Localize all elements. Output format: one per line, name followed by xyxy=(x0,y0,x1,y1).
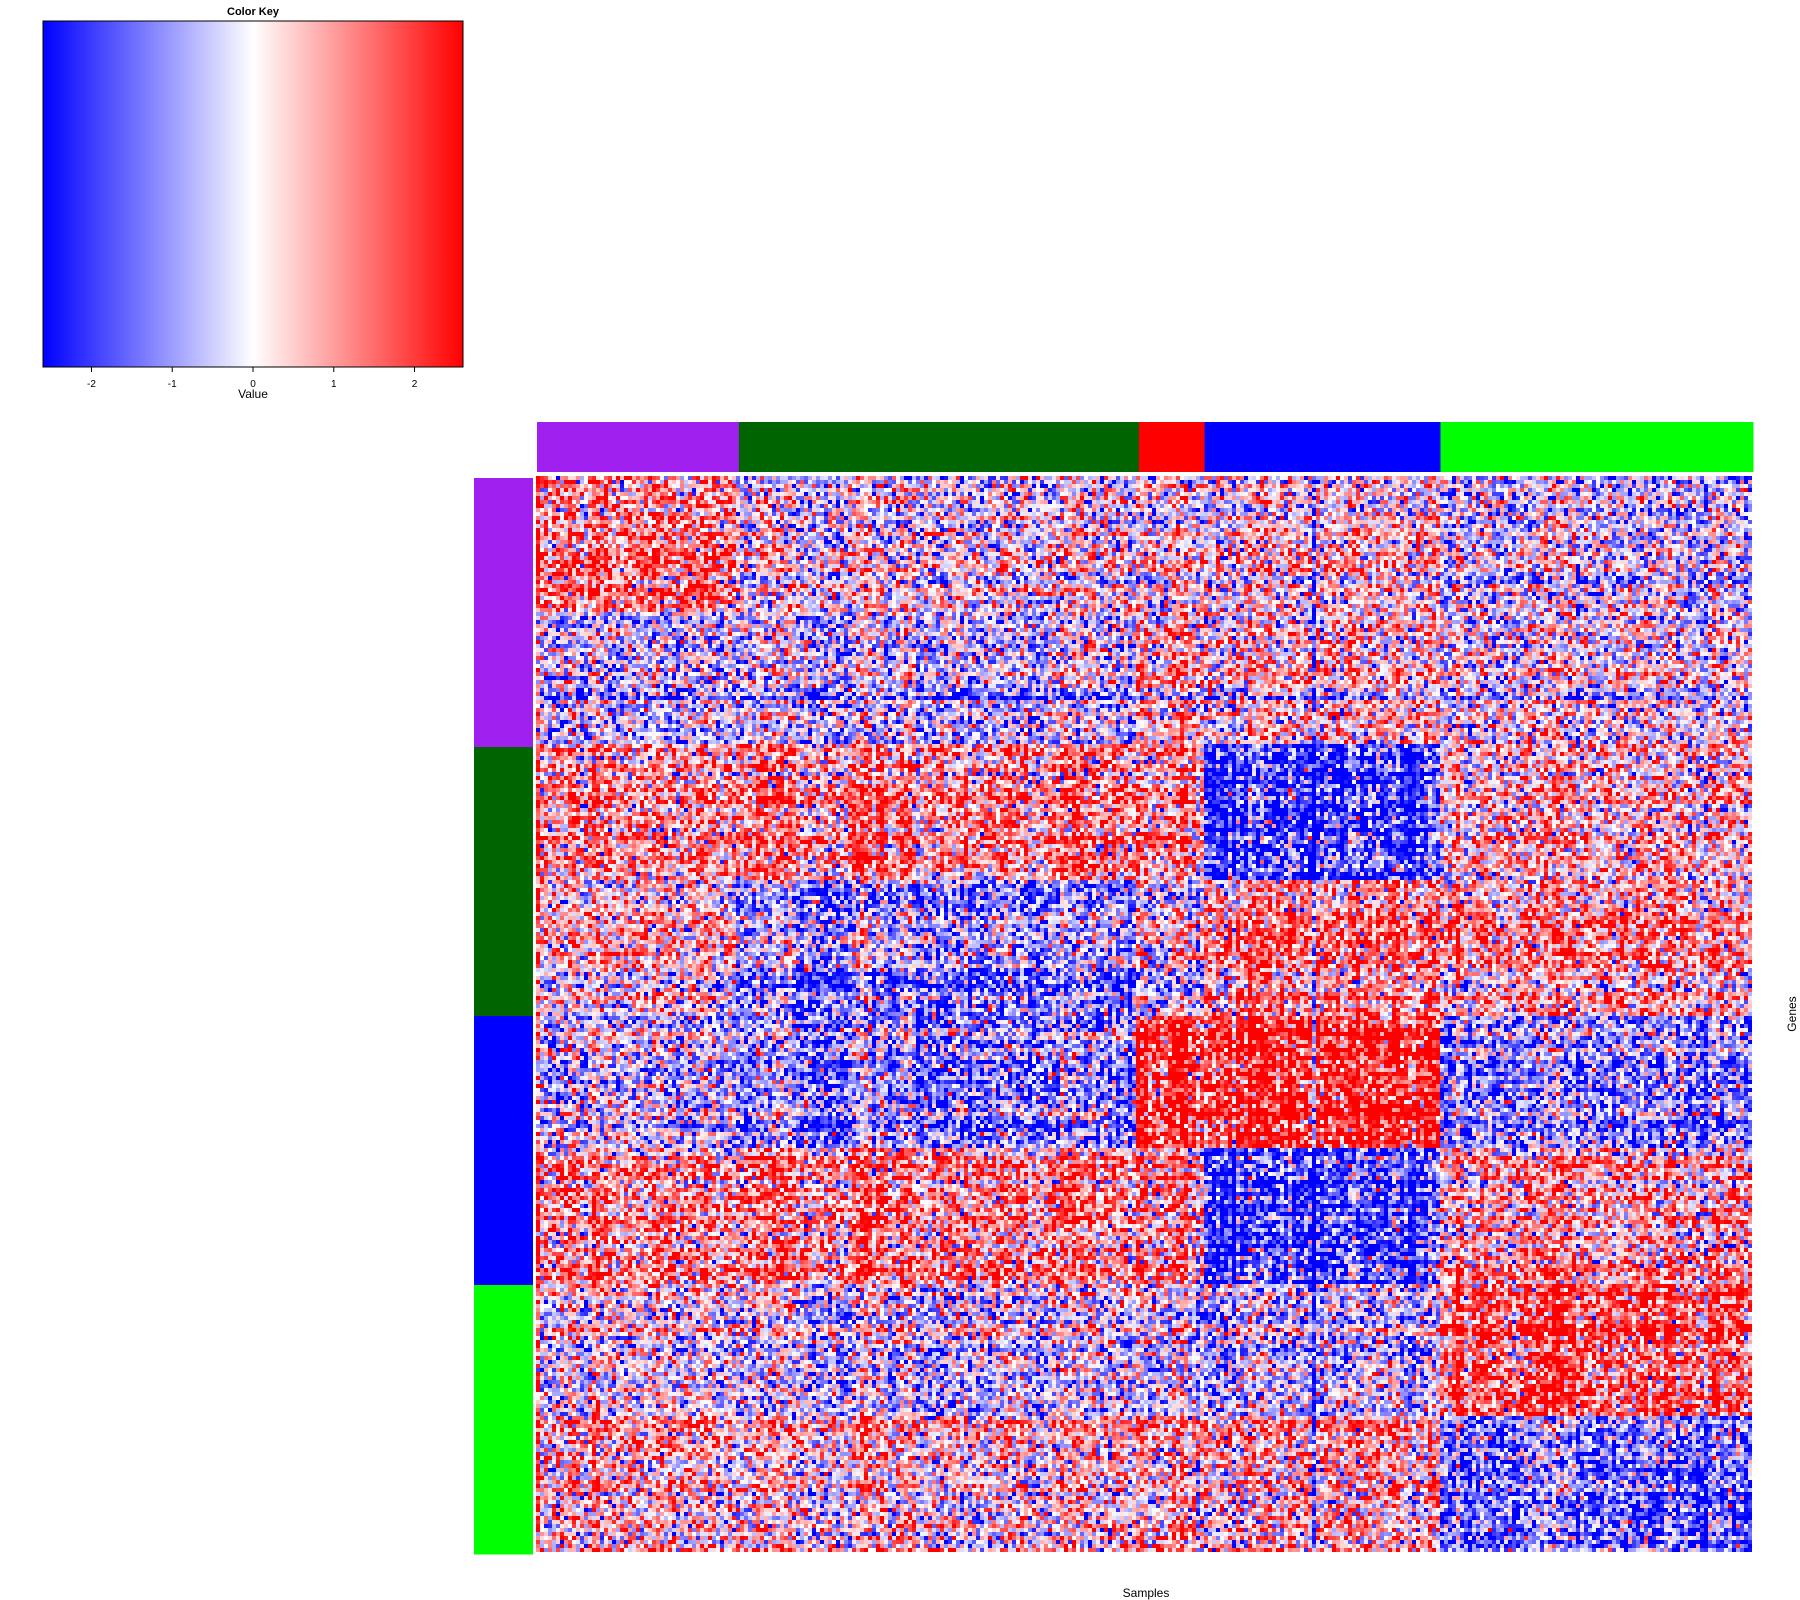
color-key-title: Color Key xyxy=(227,6,280,18)
row-group-blue xyxy=(474,1016,533,1286)
row-group-purple xyxy=(474,478,533,748)
color-key-tick-label: 0 xyxy=(250,379,256,390)
color-key-tick-label: 2 xyxy=(412,379,418,390)
color-key: Color Key -2 -1 0 1 2 Value xyxy=(42,6,464,401)
color-key-gradient xyxy=(42,20,464,368)
column-group-darkgreen xyxy=(738,422,1140,472)
column-group-blue xyxy=(1204,422,1441,472)
column-group-purple xyxy=(537,422,740,472)
color-key-tick-label: -1 xyxy=(168,379,177,390)
y-axis-label: Genes xyxy=(1785,996,1799,1031)
color-key-tick-label: -2 xyxy=(87,379,96,390)
column-side-colors xyxy=(537,422,1754,472)
row-side-colors xyxy=(474,478,533,1555)
color-key-tick-label: 1 xyxy=(331,379,337,390)
row-group-green xyxy=(474,1285,533,1555)
x-axis-label: Samples xyxy=(1123,1586,1170,1600)
color-key-axis: -2 -1 0 1 2 xyxy=(87,367,418,390)
column-group-red xyxy=(1138,422,1206,472)
row-group-darkgreen xyxy=(474,747,533,1017)
column-group-green xyxy=(1440,422,1754,472)
color-key-axis-label: Value xyxy=(238,387,268,401)
heatmap-cells xyxy=(536,476,1752,1552)
